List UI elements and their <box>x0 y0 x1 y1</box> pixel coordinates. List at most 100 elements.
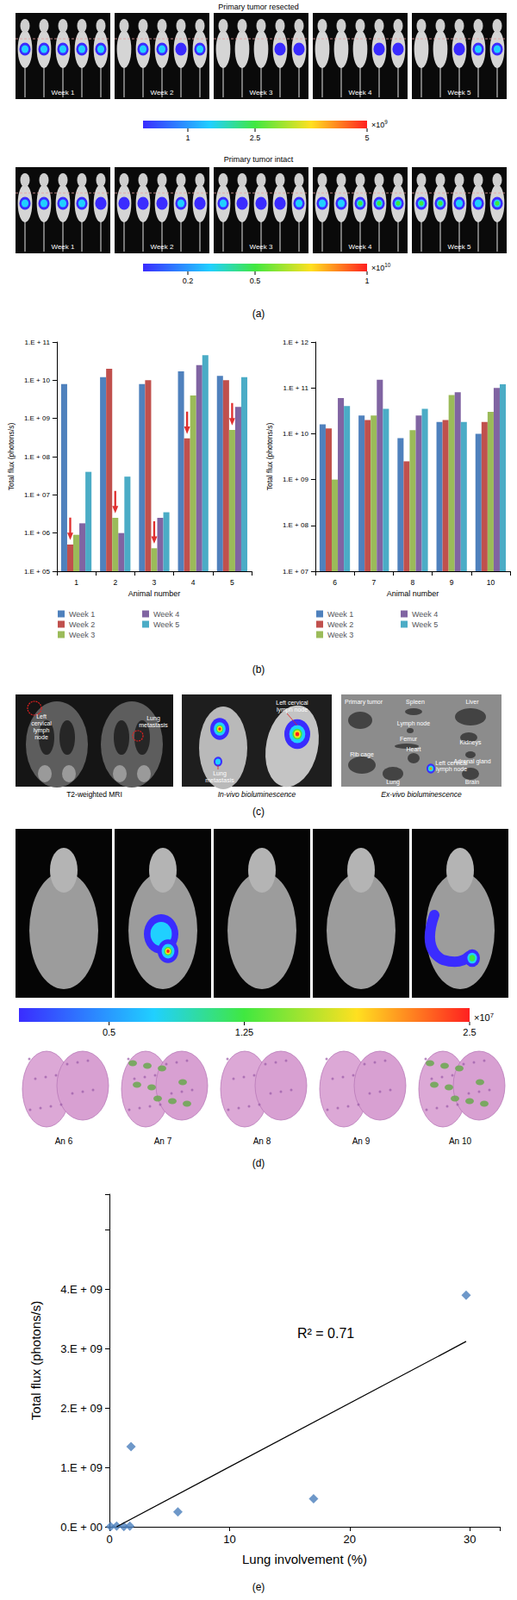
svg-text:Lung: Lung <box>212 770 227 778</box>
svg-text:Week 2: Week 2 <box>150 88 175 97</box>
svg-text:0.2: 0.2 <box>182 276 194 286</box>
svg-text:Primary tumor intact: Primary tumor intact <box>224 155 294 164</box>
svg-text:Liver: Liver <box>465 698 480 705</box>
svg-text:Brain: Brain <box>465 778 480 785</box>
svg-text:lymph node: lymph node <box>276 706 308 714</box>
svg-text:Week 4: Week 4 <box>153 610 180 619</box>
svg-text:(d): (d) <box>252 1157 266 1170</box>
svg-text:Week 5: Week 5 <box>411 620 438 630</box>
svg-text:1.E + 12: 1.E + 12 <box>282 338 310 347</box>
svg-text:×107: ×107 <box>473 1011 494 1023</box>
svg-text:9: 9 <box>449 578 455 587</box>
svg-text:T2-weighted MRI: T2-weighted MRI <box>66 790 123 799</box>
svg-text:2: 2 <box>112 578 118 587</box>
svg-text:2.5: 2.5 <box>462 1027 476 1038</box>
svg-text:1.E + 05: 1.E + 05 <box>24 567 51 576</box>
svg-text:Lymph node: Lymph node <box>397 720 430 728</box>
svg-text:Week 1: Week 1 <box>327 610 354 619</box>
svg-text:Primary tumor: Primary tumor <box>344 698 384 706</box>
svg-text:5: 5 <box>364 133 369 143</box>
svg-text:1.E + 06: 1.E + 06 <box>24 529 51 537</box>
svg-text:Spleen: Spleen <box>405 698 425 706</box>
svg-text:1.E + 07: 1.E + 07 <box>24 491 51 499</box>
svg-text:An 8: An 8 <box>253 1136 272 1147</box>
svg-text:Week 4: Week 4 <box>411 610 438 619</box>
svg-text:1: 1 <box>185 133 190 143</box>
svg-text:In-vivo bioluminescence: In-vivo bioluminescence <box>218 790 297 799</box>
svg-text:Week 2: Week 2 <box>327 620 354 630</box>
svg-text:(b): (b) <box>252 663 266 676</box>
svg-text:6: 6 <box>332 578 337 587</box>
svg-text:1.25: 1.25 <box>235 1027 254 1038</box>
svg-text:Week 1: Week 1 <box>51 242 76 251</box>
svg-text:1.E + 07: 1.E + 07 <box>282 567 310 576</box>
svg-text:Week 2: Week 2 <box>68 620 95 630</box>
svg-text:Heart: Heart <box>405 746 421 753</box>
svg-text:Lung: Lung <box>386 778 400 786</box>
svg-text:×109: ×109 <box>371 118 388 130</box>
svg-text:Kidneys: Kidneys <box>460 739 482 747</box>
svg-text:3.E + 09: 3.E + 09 <box>60 1342 103 1356</box>
svg-text:(a): (a) <box>252 307 266 320</box>
svg-text:Total flux (photons/s): Total flux (photons/s) <box>28 1301 44 1421</box>
svg-text:Ex-vivo bioluminescence: Ex-vivo bioluminescence <box>380 790 462 799</box>
svg-text:Week 5: Week 5 <box>448 88 473 97</box>
svg-text:(c): (c) <box>252 805 265 818</box>
svg-text:Week 3: Week 3 <box>249 88 275 97</box>
svg-text:An 9: An 9 <box>352 1136 371 1147</box>
svg-text:Left cervical: Left cervical <box>435 759 468 767</box>
svg-text:1: 1 <box>74 578 79 587</box>
svg-text:Animal number: Animal number <box>386 589 440 598</box>
svg-text:1.E + 09: 1.E + 09 <box>282 475 310 484</box>
svg-text:0.5: 0.5 <box>102 1027 116 1038</box>
svg-text:1.E + 11: 1.E + 11 <box>24 338 50 347</box>
svg-text:7: 7 <box>371 578 376 587</box>
svg-text:R² = 0.71: R² = 0.71 <box>297 1326 355 1341</box>
svg-text:lymph node: lymph node <box>436 766 468 773</box>
svg-text:metastasis: metastasis <box>138 722 169 729</box>
svg-text:lymph: lymph <box>33 727 50 735</box>
svg-text:×1010: ×1010 <box>371 261 392 273</box>
svg-text:Left cervical: Left cervical <box>275 699 309 706</box>
svg-text:Rib cage: Rib cage <box>349 751 374 759</box>
svg-text:cervical: cervical <box>31 720 52 727</box>
svg-text:20: 20 <box>343 1532 356 1546</box>
svg-text:Lung involvement (%): Lung involvement (%) <box>242 1551 368 1567</box>
svg-text:4.E + 09: 4.E + 09 <box>60 1283 103 1296</box>
svg-text:1.E + 09: 1.E + 09 <box>24 414 51 423</box>
svg-text:Week 4: Week 4 <box>348 88 374 97</box>
svg-text:1.E + 08: 1.E + 08 <box>282 521 310 530</box>
svg-text:1.E + 10: 1.E + 10 <box>282 429 310 438</box>
svg-text:30: 30 <box>463 1532 476 1546</box>
svg-text:Week 3: Week 3 <box>249 242 275 251</box>
svg-text:Week 3: Week 3 <box>327 630 354 640</box>
svg-text:1.E + 11: 1.E + 11 <box>282 384 309 393</box>
svg-text:Week 5: Week 5 <box>448 242 473 251</box>
svg-text:0.E + 00: 0.E + 00 <box>60 1520 103 1534</box>
svg-text:3: 3 <box>152 578 157 587</box>
svg-text:2.E + 09: 2.E + 09 <box>60 1401 103 1415</box>
svg-text:Lung: Lung <box>146 715 161 723</box>
svg-text:4: 4 <box>191 578 196 587</box>
svg-text:(e): (e) <box>252 1581 266 1594</box>
svg-text:5: 5 <box>230 578 235 587</box>
svg-text:Week 1: Week 1 <box>51 88 76 97</box>
svg-text:Week 2: Week 2 <box>150 242 175 251</box>
svg-text:Total flux (photons/s): Total flux (photons/s) <box>6 423 16 492</box>
svg-text:metastasis: metastasis <box>205 777 235 784</box>
svg-text:Week 1: Week 1 <box>68 610 95 619</box>
svg-text:Week 3: Week 3 <box>68 630 95 640</box>
svg-text:Total flux (photons/s): Total flux (photons/s) <box>265 423 275 492</box>
svg-text:1.E + 10: 1.E + 10 <box>24 376 51 385</box>
svg-text:node: node <box>34 734 49 741</box>
svg-text:0: 0 <box>105 1532 113 1546</box>
svg-text:Left: Left <box>36 713 47 720</box>
svg-text:Animal number: Animal number <box>128 589 181 598</box>
svg-text:Week 4: Week 4 <box>348 242 374 251</box>
svg-text:10: 10 <box>486 578 496 587</box>
svg-text:Week 5: Week 5 <box>153 620 180 630</box>
svg-text:Primary tumor resected: Primary tumor resected <box>218 2 299 12</box>
svg-text:10: 10 <box>223 1532 236 1546</box>
svg-text:1.E + 09: 1.E + 09 <box>60 1461 103 1475</box>
svg-text:An 10: An 10 <box>448 1136 473 1147</box>
